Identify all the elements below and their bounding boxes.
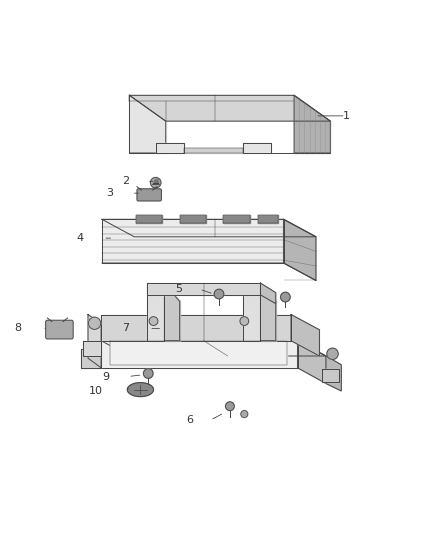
FancyBboxPatch shape: [137, 189, 161, 201]
Text: 7: 7: [122, 324, 130, 334]
Polygon shape: [130, 95, 330, 121]
Text: 2: 2: [122, 176, 130, 187]
Polygon shape: [258, 215, 278, 223]
Polygon shape: [83, 341, 101, 356]
Polygon shape: [321, 369, 339, 382]
Polygon shape: [101, 314, 291, 341]
Polygon shape: [326, 356, 341, 391]
Polygon shape: [130, 95, 166, 153]
Text: 5: 5: [175, 284, 182, 294]
Polygon shape: [243, 284, 261, 341]
Polygon shape: [101, 341, 326, 356]
Polygon shape: [127, 383, 153, 397]
Circle shape: [150, 177, 161, 188]
Polygon shape: [284, 220, 316, 280]
Polygon shape: [261, 284, 276, 341]
Polygon shape: [180, 215, 206, 223]
Polygon shape: [147, 283, 261, 295]
Circle shape: [241, 410, 248, 417]
Circle shape: [149, 317, 158, 326]
Polygon shape: [102, 220, 284, 263]
Circle shape: [327, 348, 338, 359]
Polygon shape: [243, 143, 272, 153]
Polygon shape: [136, 215, 162, 223]
Polygon shape: [88, 314, 101, 368]
Text: 4: 4: [77, 233, 84, 243]
Polygon shape: [291, 314, 319, 356]
Polygon shape: [261, 283, 276, 304]
Text: 1: 1: [343, 111, 350, 121]
Polygon shape: [101, 341, 297, 368]
FancyBboxPatch shape: [46, 320, 73, 339]
Text: 10: 10: [89, 386, 103, 396]
Circle shape: [214, 289, 224, 299]
Polygon shape: [102, 220, 316, 237]
Polygon shape: [110, 341, 287, 365]
Polygon shape: [164, 284, 180, 341]
Circle shape: [226, 402, 234, 410]
Polygon shape: [147, 284, 164, 341]
Circle shape: [240, 317, 249, 326]
Text: 8: 8: [14, 324, 21, 334]
Polygon shape: [223, 215, 250, 223]
Polygon shape: [184, 148, 243, 153]
Text: 3: 3: [106, 188, 113, 198]
Polygon shape: [297, 341, 326, 384]
Circle shape: [281, 292, 290, 302]
Circle shape: [88, 317, 101, 329]
Polygon shape: [155, 143, 184, 153]
Polygon shape: [294, 95, 330, 153]
Polygon shape: [81, 350, 101, 368]
Circle shape: [144, 369, 153, 378]
Text: 6: 6: [186, 415, 193, 425]
Text: 9: 9: [103, 372, 110, 382]
